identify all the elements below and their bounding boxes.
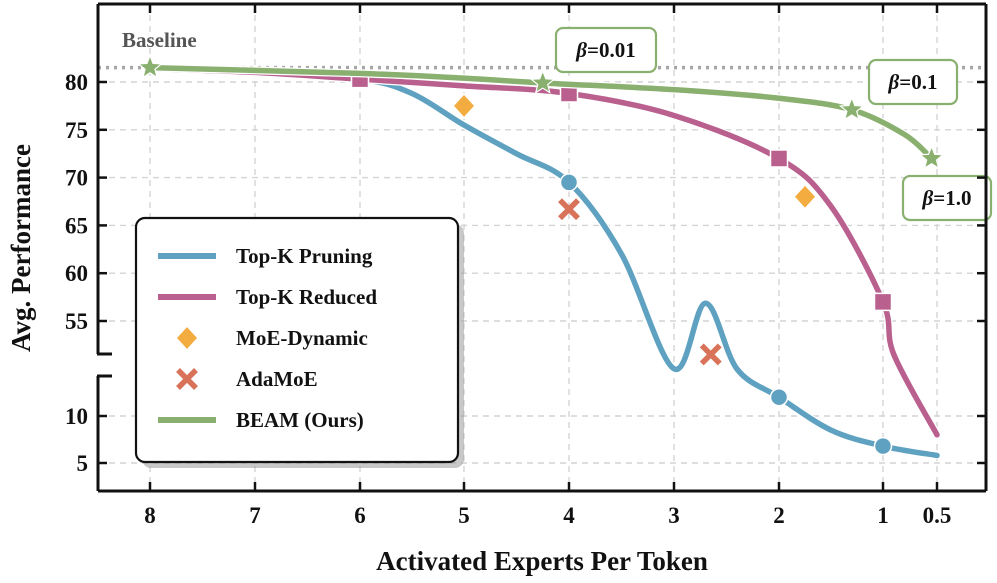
series-moe-dynamic bbox=[451, 92, 818, 210]
circle-marker bbox=[559, 173, 579, 192]
series-line bbox=[147, 64, 935, 162]
x-tick-label: 2 bbox=[773, 503, 785, 528]
x-tick-label: 3 bbox=[668, 503, 680, 528]
legend-entry: Top-K Reduced bbox=[158, 285, 377, 309]
legend-entry: Top-K Pruning bbox=[158, 244, 373, 268]
legend-diamond-marker bbox=[174, 324, 200, 352]
legend-entry: MoE-Dynamic bbox=[174, 324, 368, 352]
legend-entry: AdaMoE bbox=[176, 367, 318, 391]
axes bbox=[96, 2, 988, 493]
series bbox=[137, 54, 945, 460]
square-marker bbox=[769, 149, 789, 168]
x-tick-label: 7 bbox=[249, 503, 261, 528]
y-tick-label: 60 bbox=[65, 261, 88, 286]
annotation-box bbox=[867, 58, 959, 106]
x-axis-title: Activated Experts Per Token bbox=[376, 546, 708, 576]
x-tick-labels: 8 7 6 5 4 3 2 1 0.5 bbox=[144, 4, 951, 528]
legend-box bbox=[134, 216, 460, 464]
y-axis-title: Avg. Performance bbox=[6, 144, 36, 352]
legend-label: Top-K Pruning bbox=[236, 244, 373, 268]
diamond-marker bbox=[792, 183, 818, 210]
legend-entry: BEAM (Ours) bbox=[158, 408, 364, 432]
star-marker bbox=[918, 144, 945, 170]
x-tick-label: 4 bbox=[563, 503, 575, 528]
diamond-marker bbox=[451, 92, 477, 120]
legend-label: AdaMoE bbox=[236, 367, 318, 391]
annotation-box bbox=[554, 26, 658, 74]
beta-annotation: β=0.1 bbox=[867, 58, 959, 106]
annotation-box bbox=[901, 174, 993, 222]
x-marker bbox=[558, 198, 580, 221]
legend-x-marker bbox=[176, 368, 198, 390]
x-tick-label: 0.5 bbox=[923, 503, 952, 528]
x-tick-label: 5 bbox=[458, 503, 470, 528]
x-tick-label: 6 bbox=[354, 503, 366, 528]
annotations: β=0.01β=0.1β=1.0 bbox=[554, 26, 993, 222]
annotation-greek: β bbox=[922, 186, 934, 210]
baseline: Baseline bbox=[98, 28, 986, 70]
y-tick-label: 80 bbox=[65, 70, 88, 95]
y-tick-label: 75 bbox=[65, 118, 88, 143]
legend: Top-K Pruning Top-K Reduced MoE-Dynamic Ada… bbox=[134, 216, 464, 468]
star-marker bbox=[137, 54, 163, 79]
y-tick-labels: 80 75 70 65 60 55 10 5 bbox=[65, 70, 986, 476]
annotation-value: =0.1 bbox=[899, 70, 937, 94]
annotation-text: β=1.0 bbox=[922, 186, 972, 210]
annotation-text: β=0.01 bbox=[575, 38, 635, 62]
y-tick-label: 55 bbox=[65, 309, 88, 334]
x-tick-label: 1 bbox=[877, 503, 889, 528]
legend-label: Top-K Reduced bbox=[236, 285, 377, 309]
y-tick-label: 5 bbox=[77, 451, 89, 476]
baseline-label: Baseline bbox=[122, 28, 197, 52]
star-marker bbox=[838, 96, 865, 121]
series-beam-ours bbox=[137, 54, 945, 170]
legend-label: BEAM (Ours) bbox=[236, 408, 364, 432]
annotation-greek: β bbox=[888, 70, 900, 94]
annotation-value: =1.0 bbox=[933, 186, 971, 210]
y-tick-label: 10 bbox=[65, 404, 88, 429]
beta-annotation: β=0.01 bbox=[554, 26, 658, 74]
annotation-value: =0.01 bbox=[587, 38, 636, 62]
circle-marker bbox=[769, 387, 789, 407]
y-tick-label: 65 bbox=[65, 213, 88, 238]
x-tick-label: 8 bbox=[144, 503, 156, 528]
x-marker bbox=[699, 343, 722, 366]
annotation-text: β=0.1 bbox=[888, 70, 938, 94]
square-marker bbox=[873, 292, 893, 312]
series-adamoe bbox=[558, 198, 722, 366]
y-tick-label: 70 bbox=[65, 166, 88, 191]
star-marker bbox=[529, 69, 556, 94]
legend-label: MoE-Dynamic bbox=[236, 326, 368, 350]
beta-annotation: β=1.0 bbox=[901, 174, 993, 222]
annotation-greek: β bbox=[575, 38, 587, 62]
circle-marker bbox=[873, 436, 893, 456]
